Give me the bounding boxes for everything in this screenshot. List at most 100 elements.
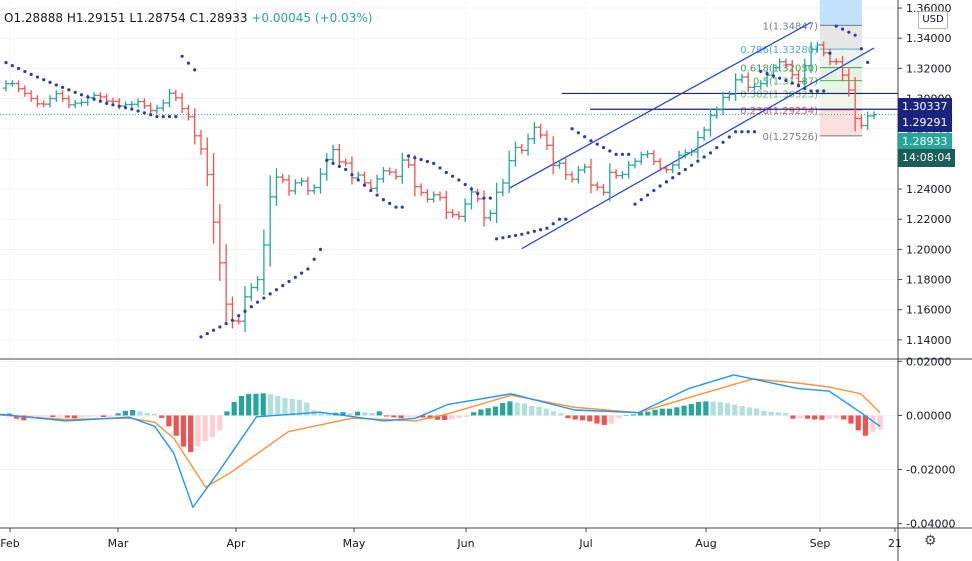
- macd-histogram-bar: [862, 415, 869, 436]
- sar-dot: [589, 139, 593, 143]
- sar-dot: [803, 86, 807, 90]
- sar-dot: [564, 217, 568, 221]
- ohlc-bar: [197, 129, 204, 155]
- sar-dot: [350, 173, 354, 177]
- macd-histogram-bar: [362, 412, 368, 416]
- ohlc-bar: [499, 178, 506, 197]
- ohlc-bar: [638, 151, 645, 165]
- sar-dot: [29, 72, 33, 77]
- sar-dot: [545, 226, 549, 230]
- gear-icon[interactable]: ⚙: [924, 533, 937, 549]
- macd-histogram-bar: [616, 415, 622, 419]
- sar-dot: [48, 80, 52, 84]
- sar-dot: [105, 101, 109, 105]
- ohlc-bar: [418, 183, 425, 196]
- price-tag-hline-2: 1.29291: [898, 114, 952, 132]
- sar-dot: [167, 115, 172, 119]
- ohlc-bar: [210, 153, 217, 244]
- sar-dot: [111, 103, 115, 107]
- sar-dot: [501, 236, 505, 240]
- ohlc-bar: [462, 198, 469, 222]
- ohlc-bar: [631, 157, 638, 169]
- macd-histogram-bar: [695, 401, 702, 416]
- sar-dot: [274, 288, 279, 292]
- fib-level-label: 0.382(1.30323): [740, 90, 818, 101]
- macd-histogram-bar: [529, 405, 535, 416]
- ohlc-bar: [543, 130, 550, 150]
- sar-dot: [318, 247, 323, 251]
- ohlc-bar: [839, 55, 846, 82]
- price-axis-label: 1.18000: [906, 274, 952, 287]
- ohlc-bar: [845, 68, 852, 97]
- macd-histogram-bar: [188, 415, 194, 452]
- ohlc-bar: [732, 73, 739, 101]
- macd-histogram-bar: [855, 415, 861, 431]
- time-axis-label: Mar: [108, 537, 129, 550]
- ohlc-bar: [581, 163, 588, 174]
- ohlc-bar: [864, 111, 871, 130]
- sar-dot: [495, 237, 499, 241]
- sar-dot: [218, 325, 222, 329]
- macd-histogram-bar: [151, 413, 157, 416]
- sar-dot: [765, 72, 769, 76]
- macd-histogram-bar: [536, 406, 542, 416]
- currency-button[interactable]: USD: [918, 11, 948, 29]
- macd-histogram-bar: [558, 413, 564, 416]
- sar-dot: [268, 292, 272, 296]
- macd-histogram-bar: [427, 415, 433, 419]
- ohlc-bar: [273, 168, 280, 206]
- macd-histogram-bar: [100, 415, 107, 418]
- sar-dot: [406, 154, 411, 158]
- macd-histogram-bar: [478, 409, 484, 416]
- ohlc-bar: [160, 99, 167, 112]
- macd-histogram-bar: [492, 406, 499, 416]
- macd-histogram-bar: [630, 414, 636, 416]
- sar-dot: [539, 228, 543, 232]
- sar-dot: [689, 163, 694, 167]
- ohlc-bar: [801, 58, 808, 89]
- ohlc-bar: [449, 209, 456, 219]
- macd-histogram-bar: [173, 415, 179, 436]
- ohlc-bar: [782, 58, 789, 68]
- sar-dot: [10, 63, 14, 68]
- sar-dot: [822, 89, 826, 93]
- sar-dot: [300, 271, 304, 275]
- ohlc-bar: [317, 168, 324, 194]
- sar-dot: [123, 106, 128, 110]
- sar-dot: [180, 54, 184, 58]
- ohlc-open: O1.28888: [4, 11, 64, 25]
- ohlc-bar: [871, 111, 877, 120]
- sar-dot: [658, 184, 662, 188]
- macd-histogram-bar: [318, 412, 324, 416]
- macd-histogram-bar: [717, 402, 723, 416]
- ohlc-high: H1.29151: [66, 11, 126, 25]
- macd-histogram-bar: [275, 395, 281, 416]
- sar-dot: [576, 131, 580, 135]
- ohlc-close: C1.28933: [189, 11, 248, 25]
- ohlc-change: +0.00045 (+0.03%): [251, 11, 373, 25]
- ohlc-bar: [411, 155, 418, 197]
- sar-dot: [727, 135, 731, 139]
- sar-dot: [388, 201, 392, 205]
- macd-histogram-bar: [645, 411, 651, 416]
- macd-histogram-bar: [166, 415, 172, 427]
- macd-histogram-bar: [144, 413, 150, 416]
- countdown-tag: 14:08:04: [898, 149, 956, 167]
- macd-histogram-bar: [442, 415, 448, 421]
- ohlc-bar: [380, 167, 387, 183]
- ohlc-bar: [330, 144, 337, 165]
- macd-histogram-bar: [354, 411, 361, 416]
- sar-dot: [419, 158, 423, 162]
- sar-dot: [595, 142, 599, 146]
- sar-dot: [255, 300, 260, 304]
- macd-line: [1, 374, 881, 509]
- ohlc-bar: [676, 150, 683, 170]
- macd-histogram-bar: [688, 404, 694, 416]
- sar-dot: [721, 140, 725, 144]
- macd-histogram-bar: [485, 408, 491, 416]
- sar-dot: [54, 83, 58, 87]
- macd-histogram-bar: [195, 415, 201, 447]
- macd-histogram-bar: [405, 415, 411, 418]
